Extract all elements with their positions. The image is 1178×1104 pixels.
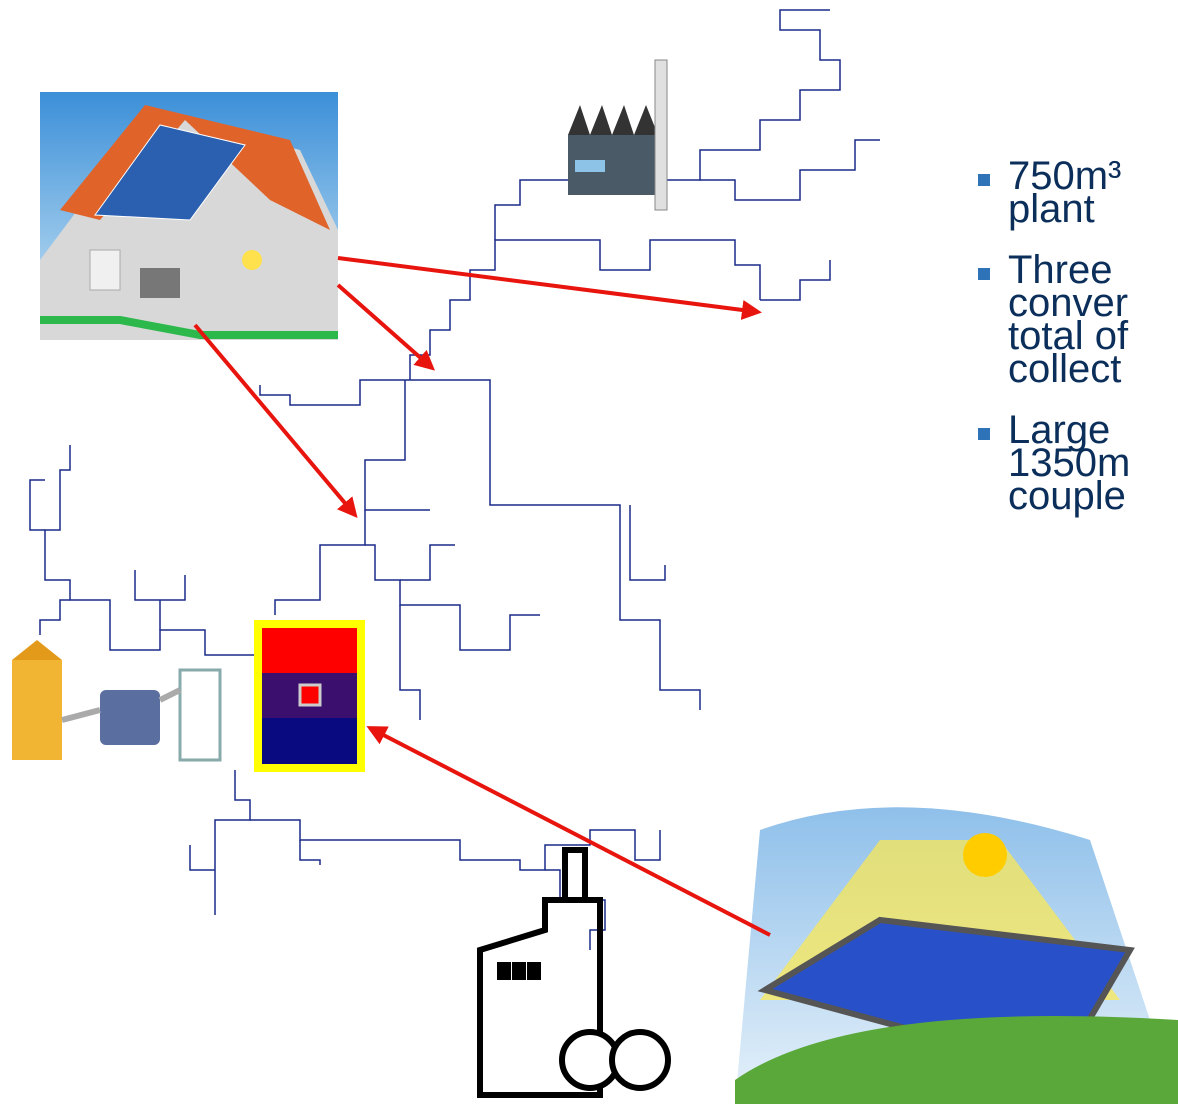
bullet-line: Large (1008, 408, 1111, 452)
bullet-line: 1350m (1008, 441, 1131, 485)
bullet-marker (978, 174, 990, 186)
bullet-line: 750m³ (1008, 160, 1122, 198)
solar-house-image (40, 92, 338, 340)
bullet-line: conver (1008, 281, 1129, 325)
factory-icon (568, 59, 668, 211)
bullet-line: Three (1008, 248, 1113, 292)
biomass-plant-image (12, 640, 222, 762)
arrows (193, 256, 771, 937)
storage-tank (254, 620, 365, 772)
bullet-marker (978, 268, 990, 280)
solar-collector-image (735, 807, 1178, 1104)
bullet-line: plant (1008, 187, 1095, 231)
chp-plant-icon (477, 847, 671, 1098)
district-heating-network (29, 9, 880, 950)
bullet-line: collect (1008, 347, 1122, 391)
bullet: 750m³ plant (978, 160, 1178, 231)
bullet: Three conver total of collect (978, 248, 1178, 391)
bullet-line: total of (1008, 314, 1129, 358)
bullet-marker (978, 428, 990, 440)
bullet-list: 750m³ plant Three conver total of collect Larg… (978, 160, 1178, 541)
bullet: Large 1350m couple (978, 408, 1178, 518)
bullet-line: couple (1008, 474, 1126, 518)
